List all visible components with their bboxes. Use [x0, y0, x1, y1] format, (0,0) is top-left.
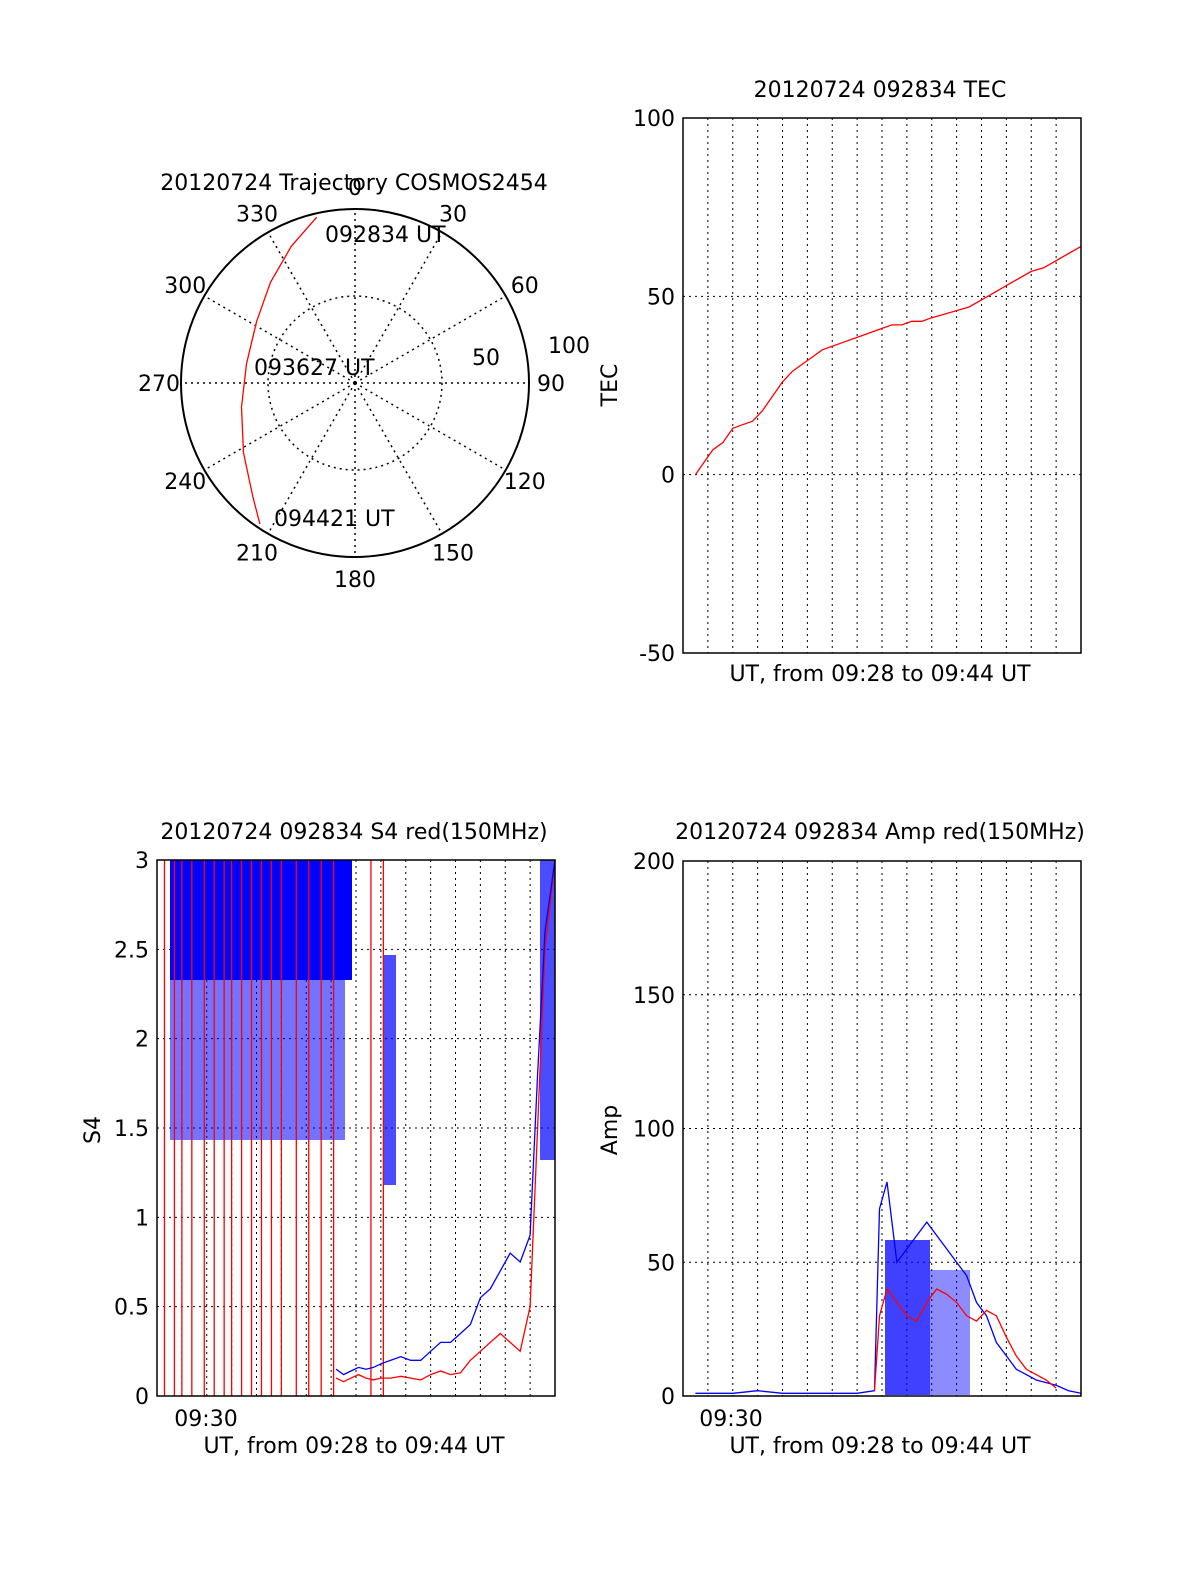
- polar-angle-label: 30: [439, 202, 467, 227]
- tec-y-ticks: 100 50 0 -50: [633, 107, 675, 667]
- polar-spoke: [203, 295, 356, 384]
- amp-y-tick-label: 50: [647, 1251, 675, 1276]
- amp-y-ticks: 200 150 100 50 0: [633, 850, 675, 1410]
- s4-y-axis-label: S4: [81, 1116, 106, 1144]
- s4-end-region: [540, 860, 555, 1160]
- polar-outer-circle: [180, 208, 530, 558]
- s4-red-spikes: [163, 860, 385, 1396]
- polar-angle-label: 300: [164, 274, 206, 299]
- s4-x-tick-label: 09:30: [174, 1407, 237, 1432]
- polar-angle-label: 60: [511, 274, 539, 299]
- polar-chart: 20120724 Trajectory COSMOS2454 0 30 60 90 12…: [138, 171, 590, 593]
- polar-spoke: [354, 231, 443, 384]
- s4-chart: 20120724 092834 S4 red(150MHz) 3 2.5 2 1.5 1…: [81, 820, 556, 1459]
- tec-y-tick-label: 0: [661, 464, 675, 489]
- tec-x-axis-label: UT, from 09:28 to 09:44 UT: [729, 662, 1031, 687]
- polar-time-label-start: 092834 UT: [325, 223, 446, 248]
- amp-y-tick-label: 100: [633, 1118, 675, 1143]
- s4-title: 20120724 092834 S4 red(150MHz): [160, 820, 547, 845]
- polar-angle-label: 90: [537, 372, 565, 397]
- polar-angle-label: 120: [504, 470, 546, 495]
- amp-x-axis-label: UT, from 09:28 to 09:44 UT: [729, 1434, 1031, 1459]
- polar-spoke: [354, 295, 507, 384]
- amp-series-blue: [695, 1181, 1082, 1394]
- amp-y-axis-label: Amp: [598, 1105, 623, 1155]
- polar-angle-label: 210: [236, 542, 278, 567]
- s4-y-tick-label: 0.5: [114, 1296, 149, 1321]
- polar-angle-label: 0: [348, 176, 362, 201]
- s4-y-tick-label: 3: [135, 849, 149, 874]
- polar-spokes: [181, 209, 529, 557]
- amp-noise-band: [885, 1240, 970, 1395]
- s4-spike-region: [384, 955, 396, 1185]
- tec-y-tick-label: -50: [639, 642, 675, 667]
- s4-series-blue: [335, 859, 556, 1376]
- polar-time-label-end: 094421 UT: [274, 507, 395, 532]
- s4-y-tick-label: 2.5: [114, 938, 149, 963]
- s4-y-tick-label: 0: [135, 1385, 149, 1410]
- polar-radius-label-100: 100: [548, 334, 590, 359]
- amp-chart: 20120724 092834 Amp red(150MHz) 200 150 10…: [598, 820, 1085, 1459]
- polar-angle-label: 240: [164, 470, 206, 495]
- s4-series-red: [335, 859, 556, 1383]
- amp-title: 20120724 092834 Amp red(150MHz): [675, 820, 1085, 845]
- polar-angle-label: 330: [236, 202, 278, 227]
- polar-track: [240, 216, 318, 525]
- polar-inner-circle: [267, 295, 443, 471]
- polar-spoke: [267, 382, 356, 535]
- tec-y-axis-label: TEC: [598, 364, 623, 408]
- s4-noise-band: [170, 860, 555, 1185]
- s4-y-tick-label: 1: [135, 1206, 149, 1231]
- polar-radius-label-50: 50: [472, 346, 500, 371]
- polar-angle-labels: 0 30 60 90 120 150 180 210 240 270 300 330: [138, 176, 565, 593]
- s4-x-axis-label: UT, from 09:28 to 09:44 UT: [203, 1434, 505, 1459]
- tec-y-tick-label: 50: [647, 285, 675, 310]
- tec-frame: [682, 117, 1082, 654]
- amp-grid: [683, 861, 1081, 1396]
- polar-spoke: [354, 382, 443, 535]
- amp-x-tick-label: 09:30: [699, 1407, 762, 1432]
- amp-y-tick-label: 200: [633, 850, 675, 875]
- amp-y-tick-label: 0: [661, 1385, 675, 1410]
- s4-y-tick-label: 1.5: [114, 1117, 149, 1142]
- tec-title: 20120724 092834 TEC: [754, 78, 1007, 103]
- amp-burst-region: [885, 1240, 930, 1395]
- tec-chart: 20120724 092834 TEC 100 50 0 -50 TEC UT, fr…: [598, 78, 1082, 687]
- amp-series-red: [873, 1287, 1057, 1391]
- s4-y-tick-label: 2: [135, 1028, 149, 1053]
- amp-frame: [682, 860, 1082, 1397]
- polar-angle-label: 180: [334, 568, 376, 593]
- polar-title: 20120724 Trajectory COSMOS2454: [160, 171, 547, 196]
- polar-time-label-mid: 093627 UT: [254, 356, 375, 381]
- polar-spoke: [267, 231, 356, 384]
- s4-dense-region: [170, 980, 345, 1140]
- tec-y-tick-label: 100: [633, 107, 675, 132]
- amp-decay-region: [930, 1270, 970, 1395]
- polar-spoke: [354, 382, 507, 471]
- polar-spoke: [203, 382, 356, 471]
- tec-series: [694, 245, 1082, 476]
- s4-y-ticks: 3 2.5 2 1.5 1 0.5 0: [114, 849, 149, 1410]
- polar-angle-label: 270: [138, 372, 180, 397]
- amp-y-tick-label: 150: [633, 984, 675, 1009]
- s4-frame: [156, 859, 556, 1397]
- tec-grid: [683, 118, 1081, 653]
- polar-angle-label: 150: [432, 542, 474, 567]
